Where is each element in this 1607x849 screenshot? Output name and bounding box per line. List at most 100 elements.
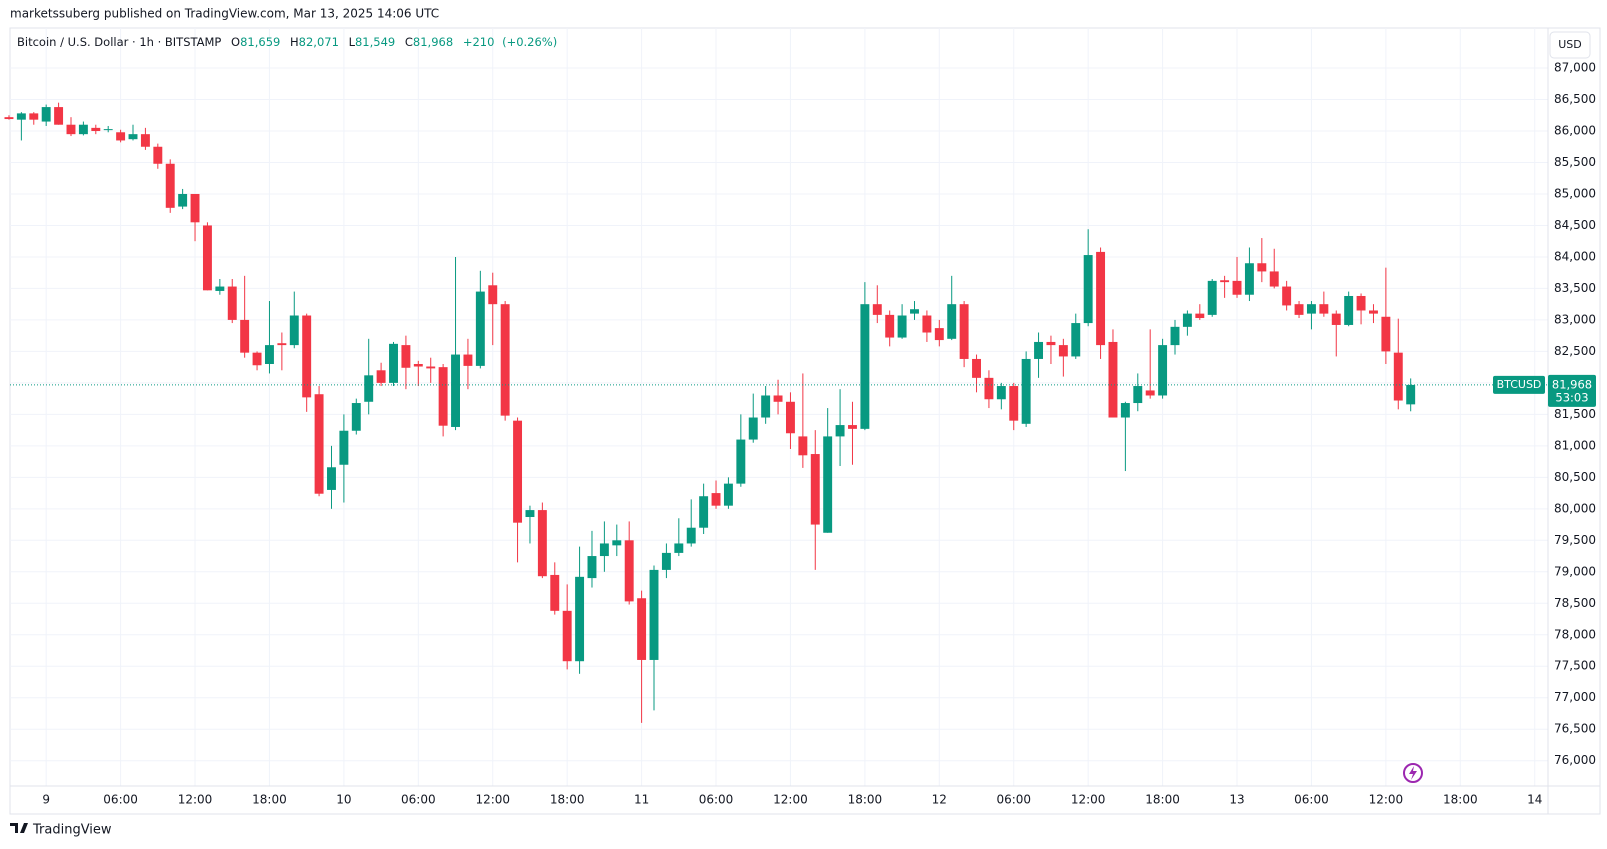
candle-body — [1120, 403, 1130, 418]
candle-body — [252, 352, 262, 366]
y-tick-label: 84,000 — [1554, 249, 1596, 263]
y-tick-label: 82,500 — [1554, 344, 1596, 358]
legend-key: O — [231, 35, 240, 49]
legend-value: 82,071 — [299, 35, 339, 49]
candle-body — [798, 436, 808, 456]
candle-body — [513, 420, 523, 523]
publisher-line: marketssuberg published on TradingView.c… — [10, 7, 439, 21]
candle-body — [835, 425, 845, 437]
candle-body — [451, 354, 460, 427]
candle-body — [327, 467, 336, 490]
x-tick-label: 06:00 — [103, 793, 138, 807]
x-tick-label: 10 — [336, 793, 351, 807]
y-tick-label: 87,000 — [1554, 61, 1596, 75]
candle-body — [190, 193, 200, 223]
candle-body — [389, 343, 398, 383]
candle-body — [1257, 263, 1267, 272]
candle-body — [748, 417, 758, 440]
candle-body — [1244, 263, 1254, 295]
candle-body — [1108, 341, 1118, 418]
x-tick-label: 12:00 — [1071, 793, 1106, 807]
candle-body — [1269, 271, 1279, 287]
candle-body — [972, 358, 981, 378]
candle-body — [575, 576, 585, 662]
x-tick-label: 12:00 — [773, 793, 808, 807]
candle-body — [165, 163, 175, 208]
x-tick-label: 06:00 — [699, 793, 734, 807]
legend-key: C — [405, 35, 413, 49]
candle-body — [240, 319, 250, 353]
candle-body — [1158, 345, 1168, 396]
candle-body — [463, 354, 473, 366]
candle-body — [1182, 313, 1192, 327]
x-tick-label: 12:00 — [475, 793, 510, 807]
candle-body — [500, 304, 510, 416]
legend-key: H — [290, 35, 299, 49]
candle-body — [29, 113, 39, 120]
y-tick-label: 86,500 — [1554, 92, 1596, 106]
x-tick-label: 18:00 — [1145, 793, 1180, 807]
candle-body — [339, 430, 349, 465]
candle-body — [1145, 390, 1155, 396]
icon-ring[interactable] — [1403, 763, 1423, 783]
price-tag-countdown: 53:03 — [1555, 390, 1588, 404]
candle-body — [661, 552, 671, 570]
candle-body — [897, 315, 907, 338]
candle-body — [910, 309, 919, 314]
y-tick-label: 76,000 — [1554, 753, 1596, 767]
y-tick-label: 79,500 — [1554, 533, 1596, 547]
price-tag-label: 81,968 — [1552, 377, 1592, 391]
candle-body — [947, 304, 957, 339]
candle-body — [128, 134, 138, 140]
candle-body — [413, 363, 423, 367]
x-tick-label: 12:00 — [178, 793, 213, 807]
legend-change: +210 — [463, 35, 495, 49]
footer-logo — [10, 823, 28, 833]
candle-body — [488, 285, 498, 305]
currency-button[interactable] — [1549, 31, 1591, 59]
candle-body — [178, 193, 188, 207]
x-tick-label: 06:00 — [996, 793, 1031, 807]
y-tick-label: 80,000 — [1554, 501, 1596, 515]
candle-body — [54, 107, 64, 125]
candle-body — [1369, 310, 1378, 314]
y-tick-label: 81,500 — [1554, 407, 1596, 421]
candle-body — [1356, 295, 1366, 311]
candle-body — [153, 146, 163, 164]
x-tick-label: 12:00 — [1369, 793, 1404, 807]
candle-body — [984, 377, 994, 400]
footer-brand: TradingView — [32, 823, 112, 838]
candle-body — [810, 454, 820, 525]
x-tick-label: 13 — [1229, 793, 1244, 807]
candle-body — [1170, 326, 1180, 346]
x-tick-label: 18:00 — [1443, 793, 1478, 807]
candle-body — [438, 367, 448, 426]
candle-body — [823, 436, 833, 533]
candle-body — [1096, 251, 1106, 346]
y-tick-label: 76,500 — [1554, 722, 1596, 736]
candle-body — [1195, 313, 1205, 319]
candle-body — [215, 286, 225, 291]
assistant-icon[interactable] — [1403, 763, 1423, 783]
currency-label[interactable]: USD — [1558, 38, 1582, 51]
candle-body — [140, 134, 150, 147]
candle-body — [587, 556, 597, 579]
candle-body — [959, 304, 969, 359]
icon-bolt[interactable] — [1409, 766, 1417, 780]
candle-body — [848, 425, 857, 429]
symbol-tag-label: BTCUSD — [1497, 378, 1542, 391]
candle-body — [227, 286, 237, 320]
candle-body — [649, 569, 659, 660]
candle-body — [103, 129, 113, 131]
y-tick-label: 80,500 — [1554, 470, 1596, 484]
legend-value: 81,659 — [240, 35, 280, 49]
candle-body — [426, 366, 436, 369]
symbol-tag — [1493, 375, 1545, 394]
candle-body — [550, 574, 560, 611]
y-tick-label: 83,000 — [1554, 312, 1596, 326]
x-tick-label: 18:00 — [848, 793, 883, 807]
candle-body — [934, 328, 944, 341]
candle-body — [16, 113, 26, 120]
candle-body — [1406, 384, 1416, 405]
